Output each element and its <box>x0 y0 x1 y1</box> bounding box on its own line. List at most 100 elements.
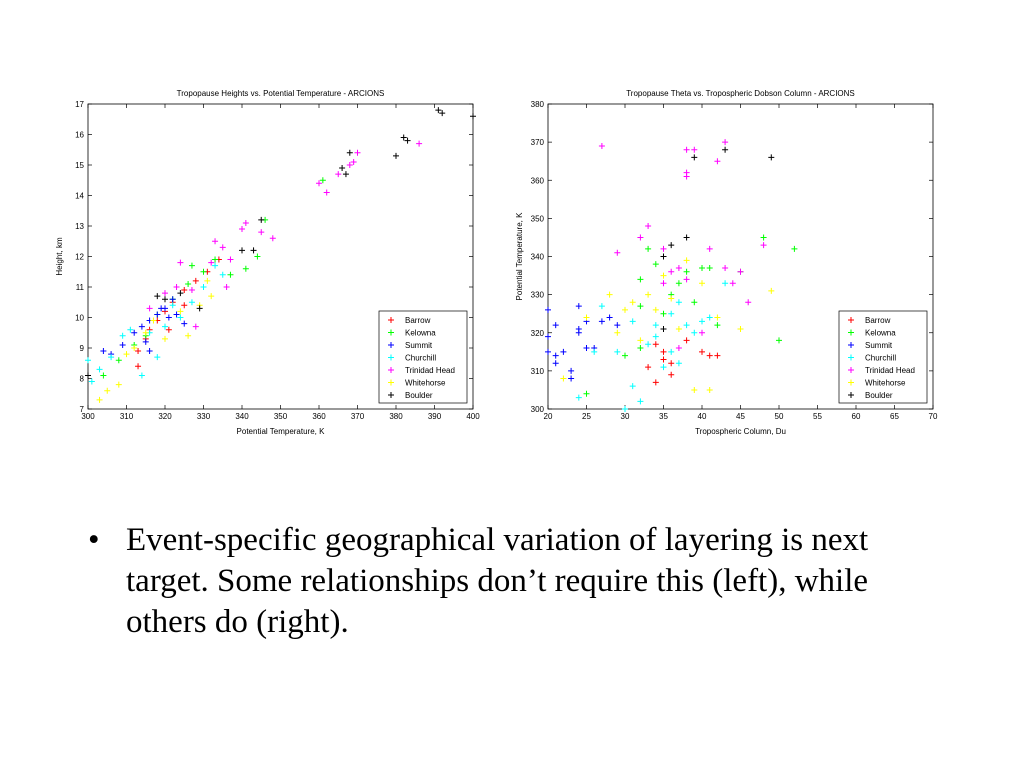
bullet-text: Event-specific geographical variation of… <box>126 522 869 640</box>
point-kelowna <box>115 357 122 364</box>
bullet-point: • Event-specific geographical variation … <box>88 520 938 643</box>
y-axis-label: Potential Temperature, K <box>515 212 524 301</box>
legend-entry: Boulder <box>865 391 893 400</box>
point-barrow <box>668 360 675 367</box>
x-axis-label: Tropospheric Column, Du <box>695 427 786 436</box>
point-whitehorse <box>622 306 628 313</box>
point-summit <box>146 348 153 355</box>
point-churchill <box>660 364 667 371</box>
point-trinidad-head <box>760 242 767 249</box>
legend-marker <box>388 354 394 361</box>
point-boulder <box>162 296 168 303</box>
point-trinidad-head <box>177 259 184 266</box>
x-tick-label: 55 <box>813 412 822 421</box>
point-whitehorse <box>683 257 690 264</box>
point-whitehorse <box>162 335 168 342</box>
point-trinidad-head <box>416 140 423 147</box>
x-tick-label: 330 <box>197 412 211 421</box>
point-barrow <box>645 364 652 371</box>
x-tick-label: 60 <box>852 412 861 421</box>
point-boulder <box>768 154 775 161</box>
legend-marker <box>848 342 854 348</box>
point-trinidad-head <box>146 305 153 312</box>
point-whitehorse <box>691 386 698 393</box>
point-trinidad-head <box>242 219 249 226</box>
y-tick-label: 320 <box>531 329 545 338</box>
x-tick-label: 400 <box>466 412 480 421</box>
legend-entry: Churchill <box>405 354 436 363</box>
point-summit <box>138 323 145 330</box>
point-barrow <box>652 341 659 348</box>
legend-marker <box>848 392 854 398</box>
point-boulder <box>404 137 411 144</box>
point-kelowna <box>637 303 644 310</box>
point-trinidad-head <box>212 238 219 245</box>
point-trinidad-head <box>614 249 621 256</box>
point-whitehorse <box>96 396 103 403</box>
point-churchill <box>645 341 652 348</box>
point-summit <box>131 329 138 336</box>
x-tick-label: 340 <box>235 412 249 421</box>
point-kelowna <box>776 337 782 344</box>
point-boulder <box>239 247 245 254</box>
point-churchill <box>668 348 675 355</box>
point-boulder <box>470 113 476 120</box>
legend-entry: Summit <box>865 341 893 350</box>
legend-entry: Churchill <box>865 354 896 363</box>
point-trinidad-head <box>227 256 234 263</box>
point-whitehorse <box>668 295 675 302</box>
point-boulder <box>85 372 91 379</box>
point-whitehorse <box>699 280 705 287</box>
y-tick-label: 11 <box>76 283 85 292</box>
point-whitehorse <box>560 375 567 382</box>
legend-marker <box>388 392 394 398</box>
point-kelowna <box>227 271 234 278</box>
point-trinidad-head <box>350 158 357 165</box>
point-kelowna <box>637 276 644 283</box>
point-summit <box>606 314 613 321</box>
point-whitehorse <box>737 325 744 332</box>
point-churchill <box>652 333 659 340</box>
legend-marker <box>388 329 394 336</box>
point-whitehorse <box>675 325 682 332</box>
point-whitehorse <box>645 291 652 298</box>
point-churchill <box>96 366 103 373</box>
point-whitehorse <box>104 387 111 394</box>
legend-marker <box>848 317 854 323</box>
legend-entry: Kelowna <box>865 329 896 338</box>
bullet-symbol: • <box>88 522 100 558</box>
point-trinidad-head <box>660 245 667 252</box>
legend-entry: Kelowna <box>405 329 436 338</box>
point-boulder <box>683 234 690 241</box>
point-churchill <box>219 271 226 278</box>
legend-entry: Trinidad Head <box>405 366 455 375</box>
point-whitehorse <box>185 332 192 339</box>
point-whitehorse <box>177 308 184 315</box>
point-barrow <box>660 356 667 363</box>
point-kelowna <box>652 261 659 268</box>
point-kelowna <box>714 322 721 329</box>
point-summit <box>552 322 559 329</box>
point-whitehorse <box>150 317 157 324</box>
point-whitehorse <box>660 272 667 279</box>
point-summit <box>568 375 575 382</box>
point-trinidad-head <box>675 345 682 351</box>
legend-entry: Whitehorse <box>865 379 906 388</box>
point-churchill <box>119 332 126 339</box>
point-churchill <box>614 348 621 355</box>
point-churchill <box>188 299 195 306</box>
point-trinidad-head <box>722 139 729 146</box>
point-churchill <box>85 357 91 364</box>
point-churchill <box>212 262 219 269</box>
point-barrow <box>706 352 713 359</box>
y-tick-label: 350 <box>531 214 545 223</box>
point-whitehorse <box>637 337 644 344</box>
point-trinidad-head <box>316 180 322 187</box>
point-boulder <box>393 152 399 159</box>
point-whitehorse <box>204 277 211 284</box>
point-barrow <box>135 363 142 370</box>
x-tick-label: 35 <box>659 412 668 421</box>
point-barrow <box>165 326 172 333</box>
legend-marker <box>388 367 394 373</box>
point-trinidad-head <box>598 142 605 149</box>
